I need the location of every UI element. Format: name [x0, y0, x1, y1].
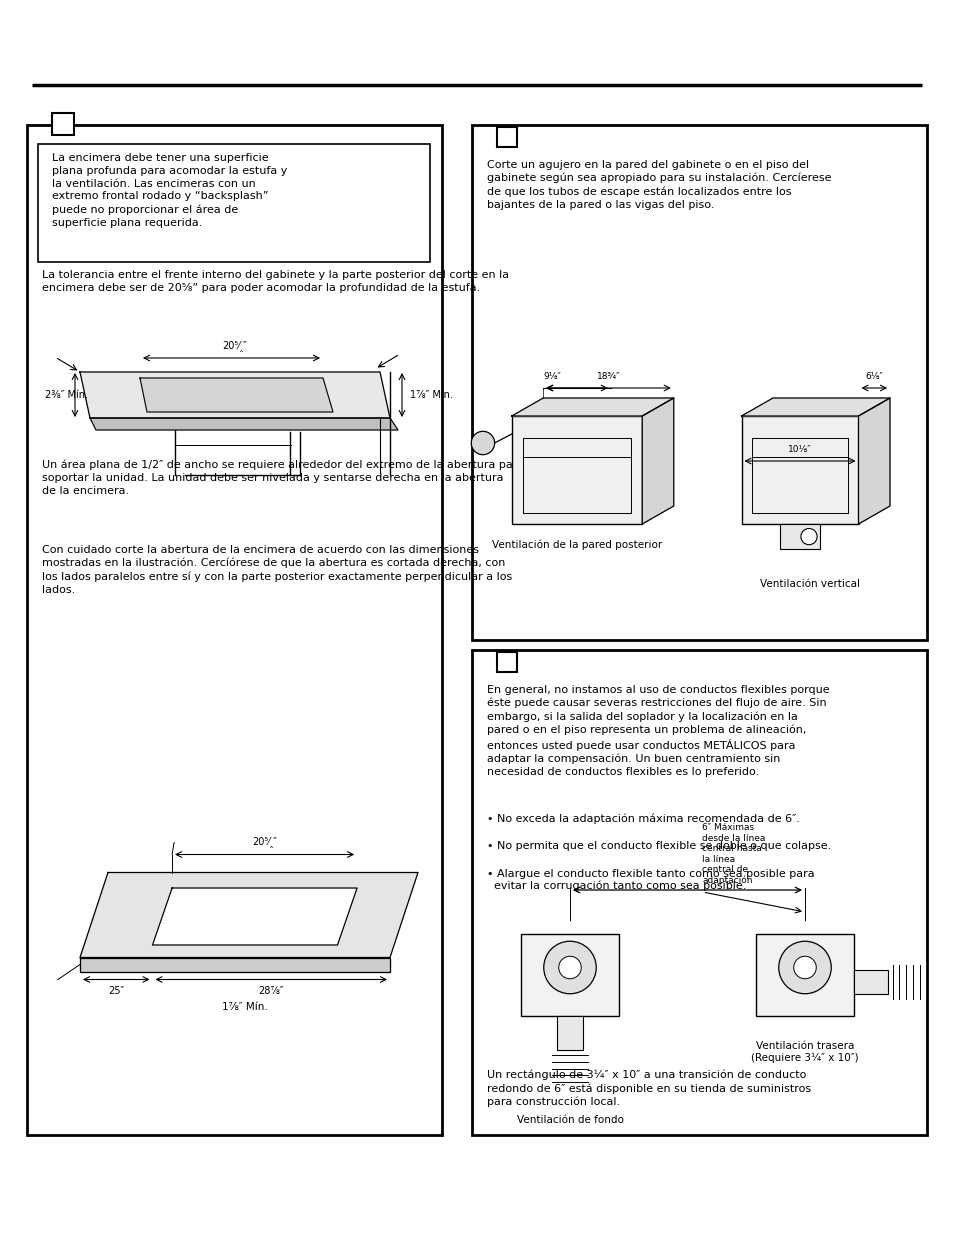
Text: Con cuidado corte la abertura de la encimera de acuerdo con las dimensiones
most: Con cuidado corte la abertura de la enci… [42, 545, 512, 595]
Polygon shape [140, 378, 333, 412]
Text: • No exceda la adaptación máxima recomendada de 6″.: • No exceda la adaptación máxima recomen… [486, 813, 799, 824]
Polygon shape [858, 398, 889, 524]
Text: La tolerancia entre el frente interno del gabinete y la parte posterior del cort: La tolerancia entre el frente interno de… [42, 270, 509, 293]
Bar [520, 934, 618, 1016]
Bar [853, 969, 886, 994]
Text: • Alargue el conducto flexible tanto como sea posible para
  evitar la corrugaci: • Alargue el conducto flexible tanto com… [486, 869, 814, 892]
Circle shape [801, 529, 816, 545]
Text: 28⅞″: 28⅞″ [258, 987, 284, 997]
Text: 18¾″: 18¾″ [597, 372, 619, 382]
Bar [511, 416, 641, 524]
Bar [472, 125, 926, 640]
Text: 6″ Máximas
desde la línea
central hasta
la línea
central de
adaptación: 6″ Máximas desde la línea central hasta … [701, 824, 765, 885]
Text: 2⅜″ Mín.: 2⅜″ Mín. [45, 390, 88, 400]
Polygon shape [740, 398, 889, 416]
Text: Ventilación vertical: Ventilación vertical [760, 579, 859, 589]
Text: Ventilación de la pared posterior: Ventilación de la pared posterior [492, 538, 661, 550]
Circle shape [778, 941, 830, 994]
Polygon shape [90, 417, 397, 430]
Circle shape [543, 941, 596, 994]
Circle shape [471, 431, 495, 454]
Text: • No permita que el conducto flexible se doble o que colapse.: • No permita que el conducto flexible se… [486, 841, 830, 851]
Circle shape [793, 956, 816, 979]
Text: Ventilación de fondo: Ventilación de fondo [516, 1115, 622, 1125]
Bar [756, 934, 853, 1016]
Text: 25″: 25″ [108, 987, 124, 997]
Bar [557, 1016, 582, 1050]
Bar [497, 127, 517, 147]
Bar [27, 125, 441, 1135]
Text: 1⅞″ Mín.: 1⅞″ Mín. [222, 1002, 268, 1011]
Text: En general, no instamos al uso de conductos flexibles porque
éste puede causar s: En general, no instamos al uso de conduc… [486, 685, 829, 777]
Bar [497, 652, 517, 672]
Text: 10⅛″: 10⅛″ [787, 445, 811, 453]
Text: 1⅞″ Mín.: 1⅞″ Mín. [410, 390, 453, 400]
Polygon shape [641, 398, 673, 524]
Text: Corte un agujero en la pared del gabinete o en el piso del
gabinete según sea ap: Corte un agujero en la pared del gabinet… [486, 161, 831, 210]
Bar [38, 144, 430, 262]
Text: La encimera debe tener una superficie
plana profunda para acomodar la estufa y
l: La encimera debe tener una superficie pl… [52, 153, 287, 227]
Text: 20⁵⁄‸″: 20⁵⁄‸″ [222, 341, 247, 352]
Bar [52, 112, 74, 135]
Polygon shape [80, 957, 390, 972]
Polygon shape [511, 398, 673, 416]
Bar [780, 524, 819, 550]
Circle shape [558, 956, 580, 979]
Polygon shape [80, 372, 390, 417]
Bar [740, 416, 858, 524]
Bar [472, 650, 926, 1135]
Text: Ventilación trasera
(Requiere 3¼″ x 10″): Ventilación trasera (Requiere 3¼″ x 10″) [750, 1041, 858, 1063]
Text: 9⅛″: 9⅛″ [542, 372, 560, 382]
Polygon shape [152, 888, 356, 945]
Text: Un área plana de 1/2″ de ancho se requiere alrededor del extremo de la abertura : Un área plana de 1/2″ de ancho se requie… [42, 459, 524, 496]
Text: Un rectángulo de 3¼″ x 10″ a una transición de conducto
redondo de 6″ está dispo: Un rectángulo de 3¼″ x 10″ a una transic… [486, 1070, 810, 1108]
Text: 6⅛″: 6⅛″ [864, 372, 882, 382]
Text: 20⁵⁄‸″: 20⁵⁄‸″ [252, 837, 276, 848]
Polygon shape [80, 872, 417, 957]
